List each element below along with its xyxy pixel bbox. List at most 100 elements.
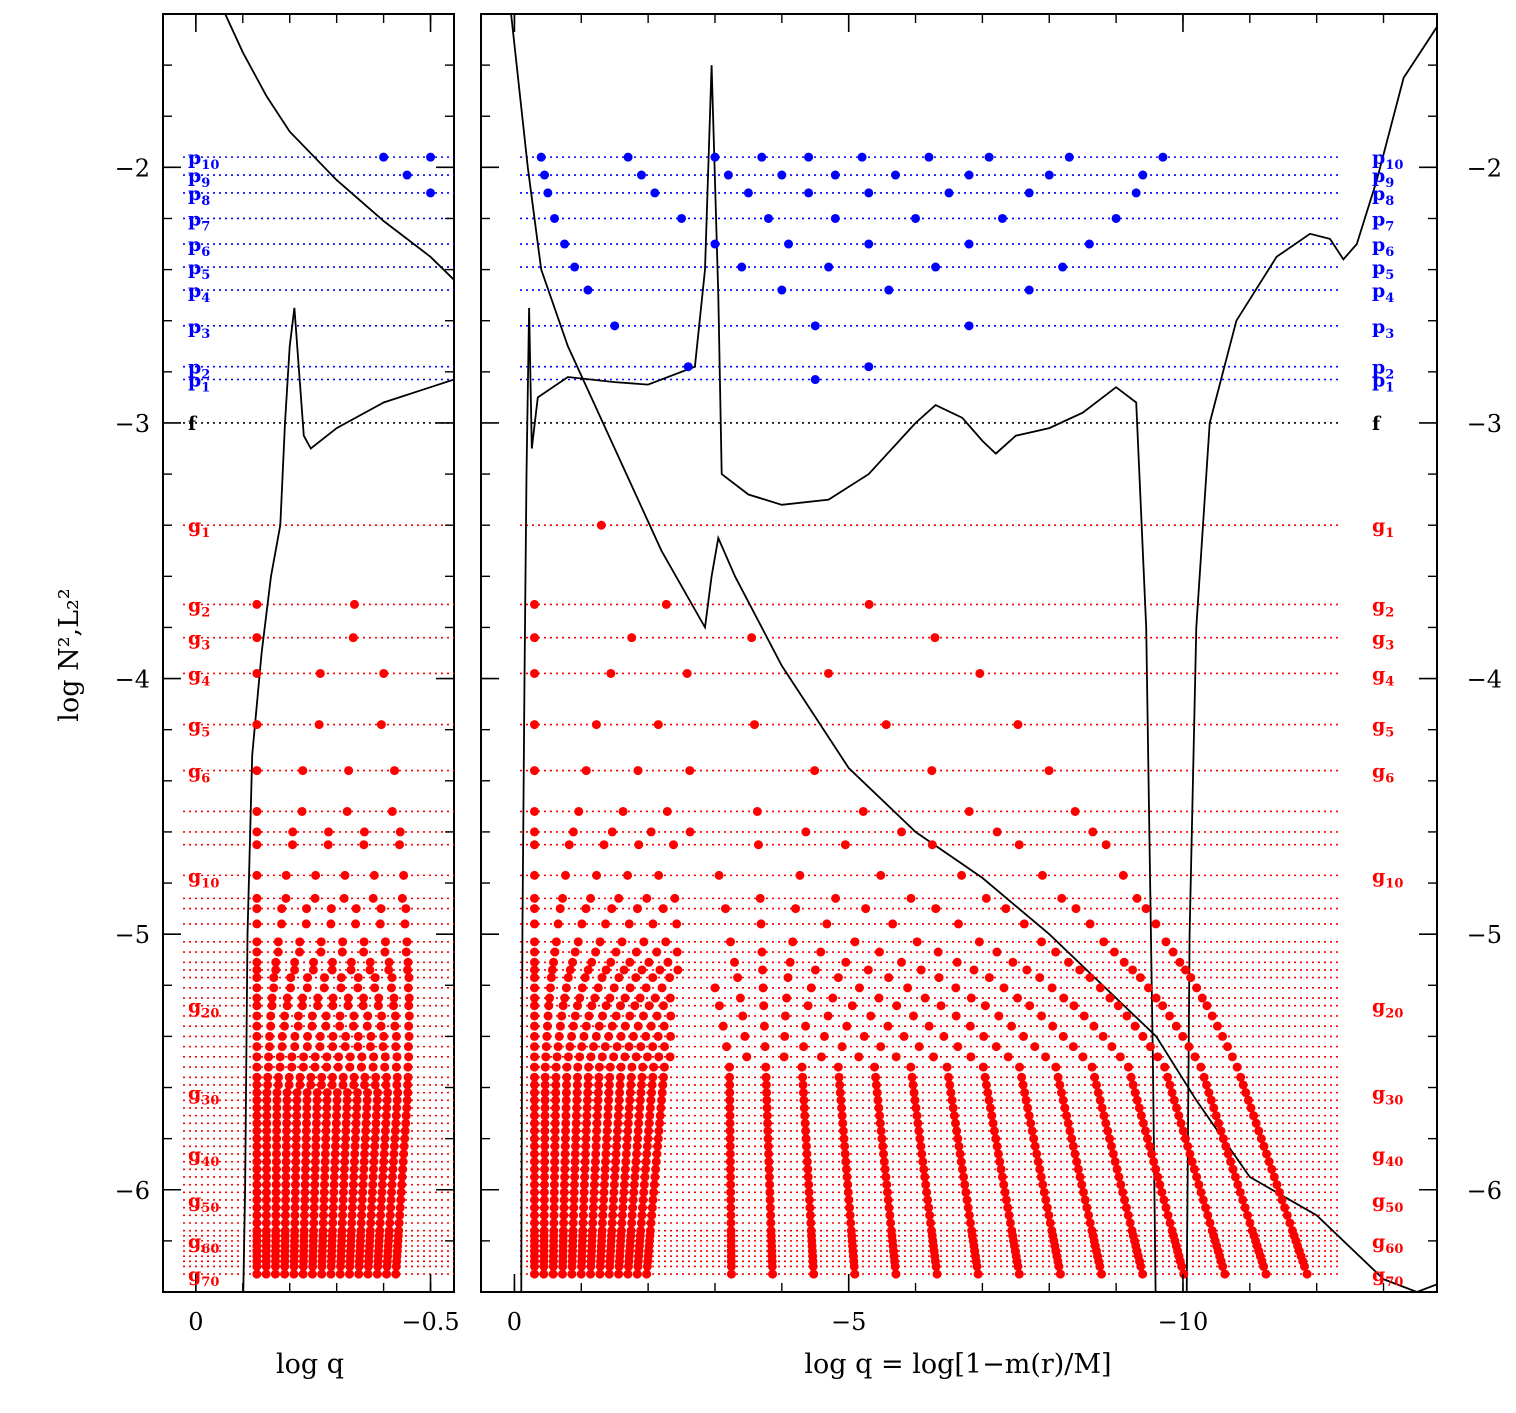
g-node-point [252,957,262,967]
g-node-point [329,1195,339,1205]
g-node-point [876,1126,886,1136]
g-node-point [338,1187,348,1197]
g-node-point [380,947,390,957]
g-node-point [1071,904,1081,914]
g-node-point [553,919,563,929]
g-node-point [359,827,369,837]
g-node-point [626,1080,636,1090]
g-node-point [638,1195,648,1205]
g-node-point [560,1134,570,1144]
g-node-point [363,1269,373,1279]
g-node-point [1095,983,1105,993]
g-node-point [529,1118,539,1128]
g-node-point [399,1149,409,1159]
g-node-point [582,1103,592,1113]
g-node-point [581,1021,591,1031]
g-node-point [348,1195,358,1205]
g-node-point [336,973,346,983]
g-node-point [569,1180,579,1190]
g-node-point [1017,1072,1027,1082]
g-node-point [319,1210,329,1220]
g-node-point [644,1118,654,1128]
g-node-point [755,893,765,903]
g-node-point [404,1011,414,1021]
g-node-point [267,993,277,1003]
g-node-point [633,1021,643,1031]
g-node-point [587,957,597,967]
g-node-point [1206,1095,1216,1105]
g-node-point [766,1210,776,1220]
g-node-point [619,965,629,975]
g-node-point [380,1141,390,1151]
g-node-point [371,1072,381,1082]
g-node-point [590,1164,600,1174]
g-node-point [252,1118,262,1128]
g-node-point [630,1164,640,1174]
g-node-point [606,957,616,967]
g-node-point [342,1103,352,1113]
g-node-point [725,1118,735,1128]
g-node-point [1158,1001,1168,1011]
g-node-point [725,1095,735,1105]
g-node-point [400,919,410,929]
g-node-point [333,1062,343,1072]
g-node-point [288,827,298,837]
g-node-point [604,1031,614,1041]
g-node-point [588,1203,598,1213]
g-node-point [650,1172,660,1182]
g-node-point [1045,1218,1055,1228]
g-node-point [609,983,619,993]
g-node-point [630,1001,640,1011]
g-node-point [1058,1031,1068,1041]
g-node-point [1119,957,1129,967]
g-node-point [345,1052,355,1062]
g-node-point [597,973,607,983]
g-node-point [888,919,898,929]
g-node-point [338,1072,348,1082]
g-node-point [271,1187,281,1197]
g-node-point [1018,1031,1028,1041]
g-node-point [635,1095,645,1105]
g-node-point [252,766,262,776]
g-node-point [965,1218,975,1228]
g-node-point [389,1001,399,1011]
g-node-point [1280,1203,1290,1213]
g-node-point [1209,1103,1219,1113]
g-node-point [1194,1180,1204,1190]
g-node-point [341,1134,351,1144]
g-node-point [874,993,884,1003]
g-node-point [302,1111,312,1121]
g-node-point [320,1157,330,1167]
g-node-point [591,720,601,730]
g-node-point [642,1149,652,1159]
g-node-point [529,1218,539,1228]
g-node-point [328,1218,338,1228]
g-node-point [311,870,321,880]
g-node-point [550,1126,560,1136]
g-node-point [292,1103,302,1113]
g-node-point [726,1218,736,1228]
g-node-point [402,1095,412,1105]
g-node-point [1198,1195,1208,1205]
g-node-point [365,957,375,967]
g-node-point [391,1118,401,1128]
g-node-point [319,1187,329,1197]
g-node-point [292,1111,302,1121]
g-node-point [348,1180,358,1190]
g-node-point [549,1210,559,1220]
g-node-point [400,1134,410,1144]
g-node-point [302,1088,312,1098]
g-node-point [907,1072,917,1082]
g-node-point [341,1126,351,1136]
g-node-point [1153,1052,1163,1062]
g-node-point [1001,1195,1011,1205]
g-node-point [558,1001,568,1011]
g-node-point [725,1134,735,1144]
g-node-point [1246,1103,1256,1113]
p-node-point [1064,152,1074,162]
g-node-point [290,965,300,975]
g-node-point [597,1218,607,1228]
g-node-point [382,1261,392,1271]
mode-label-g40: g40 [188,1144,219,1170]
